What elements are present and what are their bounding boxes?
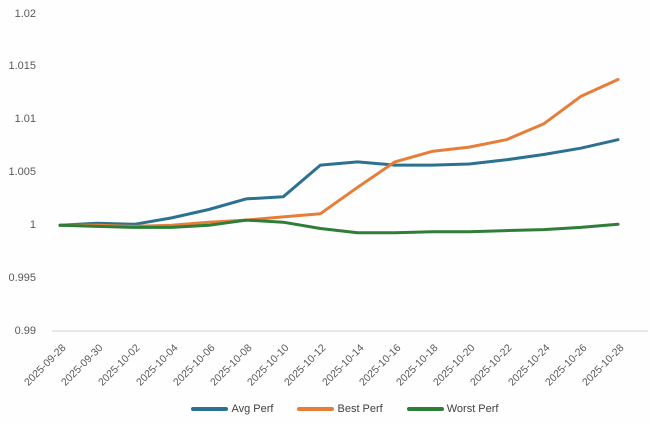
series-line-avg-perf — [58, 138, 620, 227]
legend-item-best-perf: Best Perf — [297, 403, 383, 415]
y-tick-label: 1 — [29, 218, 36, 231]
legend-line-swatch-icon — [297, 407, 335, 411]
legend-label: Best Perf — [337, 403, 383, 415]
legend-line-swatch-icon — [191, 407, 229, 411]
legend-line-swatch-icon — [406, 407, 444, 411]
legend-label: Worst Perf — [446, 403, 499, 415]
legend: Avg Perf Best Perf Worst Perf — [40, 398, 650, 420]
series-line-worst-perf — [58, 218, 620, 235]
legend-item-worst-perf: Worst Perf — [406, 403, 499, 415]
y-tick-label: 1.015 — [8, 60, 36, 73]
series-line-best-perf — [58, 78, 620, 228]
y-tick-label: 1.005 — [8, 166, 36, 178]
legend-item-avg-perf: Avg Perf — [191, 403, 273, 415]
y-tick-label: 0.99 — [14, 324, 36, 337]
legend-label: Avg Perf — [231, 403, 274, 415]
y-tick-label: 0.995 — [8, 271, 36, 284]
y-tick-label: 1.01 — [14, 113, 36, 126]
y-tick-label: 1.02 — [14, 7, 36, 20]
